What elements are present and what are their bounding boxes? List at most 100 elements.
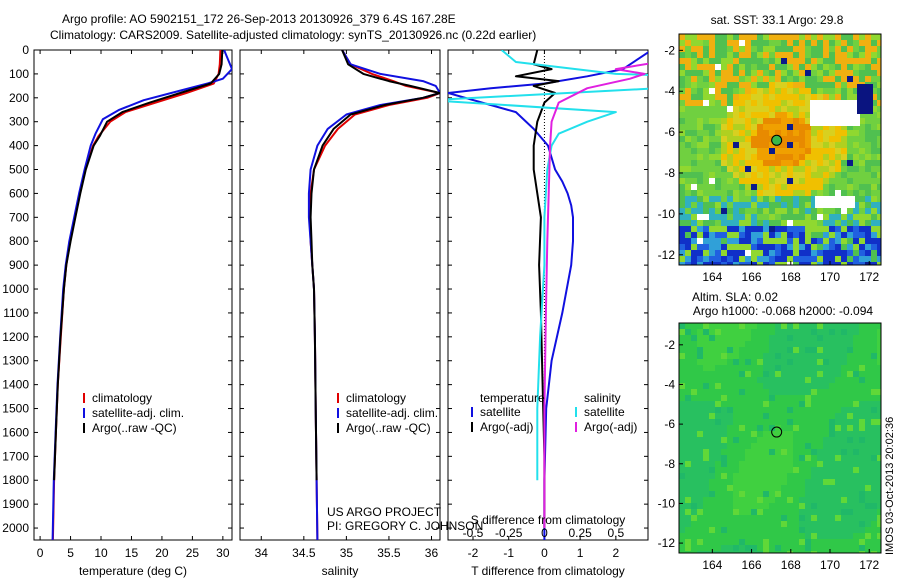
map-cell xyxy=(697,467,703,473)
map-cell xyxy=(763,521,769,527)
map-cell xyxy=(865,238,871,244)
map-cell xyxy=(787,208,793,214)
map-cell xyxy=(769,106,775,112)
sla-map-title: Altim. SLA: 0.02 xyxy=(692,290,778,304)
map-cell xyxy=(823,473,829,479)
map-cell xyxy=(829,34,835,40)
map-cell xyxy=(847,136,853,142)
map-cell xyxy=(847,353,853,359)
map-cell xyxy=(721,521,727,527)
map-cell xyxy=(721,431,727,437)
y-tick-label: 1200 xyxy=(2,330,29,344)
map-cell xyxy=(823,220,829,226)
map-cell xyxy=(811,335,817,341)
map-cell xyxy=(679,232,685,238)
map-cell xyxy=(817,166,823,172)
map-cell xyxy=(799,335,805,341)
map-cell xyxy=(739,118,745,124)
map-cell xyxy=(769,88,775,94)
map-cell xyxy=(763,208,769,214)
map-cell xyxy=(769,395,775,401)
map-cell xyxy=(841,551,847,553)
map-cell xyxy=(691,124,697,130)
map-cell xyxy=(685,214,691,220)
map-cell xyxy=(829,473,835,479)
map-cell xyxy=(709,479,715,485)
map-cell xyxy=(697,413,703,419)
y-tick-label: 1400 xyxy=(2,378,29,392)
map-cell xyxy=(805,124,811,130)
map-cell xyxy=(811,160,817,166)
map-cell xyxy=(685,52,691,58)
map-cell xyxy=(775,485,781,491)
map-cell xyxy=(865,196,871,202)
map-cell xyxy=(775,184,781,190)
x-tick-label: 34 xyxy=(255,546,269,560)
map-cell xyxy=(799,178,805,184)
map-cell xyxy=(811,76,817,82)
map-cell xyxy=(847,329,853,335)
map-cell xyxy=(841,413,847,419)
map-cell xyxy=(679,467,685,473)
map-cell xyxy=(709,202,715,208)
map-cell xyxy=(877,256,881,262)
map-cell xyxy=(739,256,745,262)
map-cell xyxy=(823,503,829,509)
map-cell xyxy=(823,359,829,365)
map-cell xyxy=(739,100,745,106)
map-cell xyxy=(721,202,727,208)
map-cell xyxy=(757,443,763,449)
map-cell xyxy=(715,100,721,106)
map-cell xyxy=(859,64,865,70)
map-cell xyxy=(787,118,793,124)
map-cell xyxy=(847,461,853,467)
map-cell xyxy=(727,106,733,112)
map-cell xyxy=(871,190,877,196)
map-cell xyxy=(685,515,691,521)
map-cell xyxy=(769,527,775,533)
map-cell xyxy=(757,226,763,232)
map-cell xyxy=(739,359,745,365)
map-cell xyxy=(763,148,769,154)
map-cell xyxy=(769,220,775,226)
map-cell xyxy=(781,40,787,46)
map-cell xyxy=(829,377,835,383)
map-cell xyxy=(733,407,739,413)
map-cell xyxy=(727,515,733,521)
map-cell xyxy=(679,154,685,160)
map-cell xyxy=(679,431,685,437)
map-cell xyxy=(715,443,721,449)
map-cell xyxy=(715,244,721,250)
map-cell xyxy=(877,419,881,425)
map-cell xyxy=(757,383,763,389)
map-cell xyxy=(703,329,709,335)
map-cell xyxy=(775,371,781,377)
map-cell xyxy=(877,479,881,485)
map-cell xyxy=(823,497,829,503)
map-cell xyxy=(733,202,739,208)
map-cell xyxy=(787,383,793,389)
map-cell xyxy=(697,214,703,220)
map-cell xyxy=(847,503,853,509)
map-cell xyxy=(781,76,787,82)
map-cell xyxy=(751,551,757,553)
diff-legend-item-label: Argo(-adj) xyxy=(480,420,533,434)
map-cell xyxy=(685,443,691,449)
map-cell xyxy=(697,130,703,136)
map-cell xyxy=(853,184,859,190)
map-cell xyxy=(817,467,823,473)
map-cell xyxy=(703,190,709,196)
map-cell xyxy=(691,178,697,184)
map-cell xyxy=(769,226,775,232)
map-cell xyxy=(745,34,751,40)
map-cell xyxy=(871,238,877,244)
map-cell xyxy=(709,455,715,461)
map-cell xyxy=(703,365,709,371)
map-cell xyxy=(685,365,691,371)
map-cell xyxy=(721,383,727,389)
map-cell xyxy=(853,389,859,395)
map-cell xyxy=(817,503,823,509)
map-cell xyxy=(721,100,727,106)
map-cell xyxy=(775,232,781,238)
map-cell xyxy=(847,425,853,431)
